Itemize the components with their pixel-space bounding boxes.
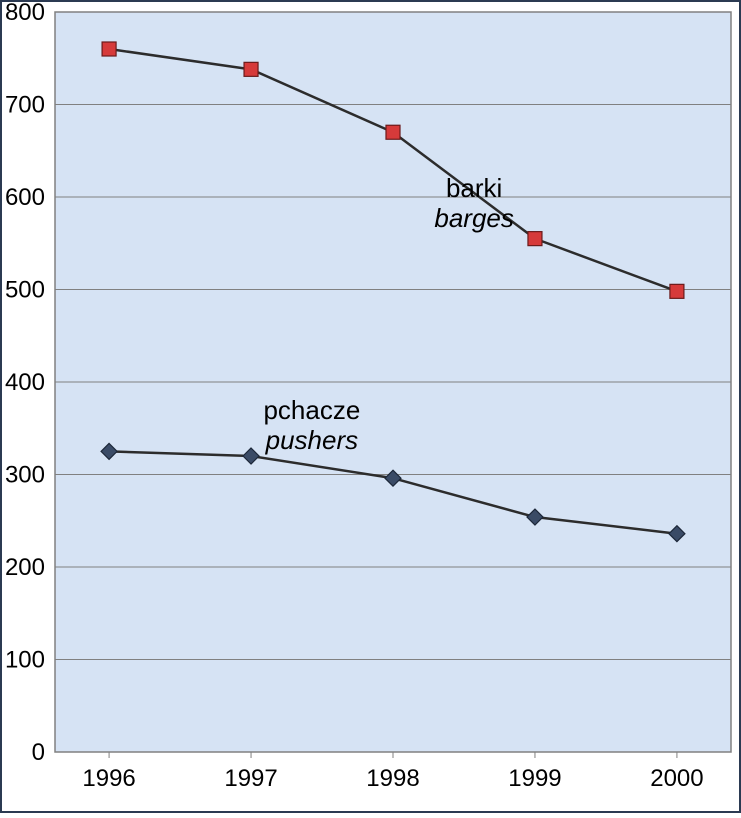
y-tick-label: 600 xyxy=(5,184,45,211)
y-tick-label: 0 xyxy=(32,739,45,766)
x-tick-label: 1998 xyxy=(366,765,419,792)
line-chart: 0 100 200 300 400 500 600 700 800 1996 1997 1998 199… xyxy=(0,0,741,813)
y-tick-label: 500 xyxy=(5,277,45,304)
y-tick-label: 100 xyxy=(5,647,45,674)
chart-svg: 0 100 200 300 400 500 600 700 800 1996 1997 1998 199… xyxy=(0,0,741,813)
series-label-italic: pushers xyxy=(265,425,359,455)
series-label-italic: barges xyxy=(434,203,514,233)
x-tick-label: 1996 xyxy=(82,765,135,792)
series-label: pchacze xyxy=(263,395,360,425)
y-tick-label: 300 xyxy=(5,462,45,489)
y-tick-label: 700 xyxy=(5,92,45,119)
y-tick-label: 800 xyxy=(5,0,45,26)
y-tick-label: 200 xyxy=(5,554,45,581)
x-tick-label: 1997 xyxy=(224,765,277,792)
x-tick-label: 2000 xyxy=(650,765,703,792)
y-tick-label: 400 xyxy=(5,369,45,396)
series-label: barki xyxy=(446,173,502,203)
x-tick-label: 1999 xyxy=(508,765,561,792)
